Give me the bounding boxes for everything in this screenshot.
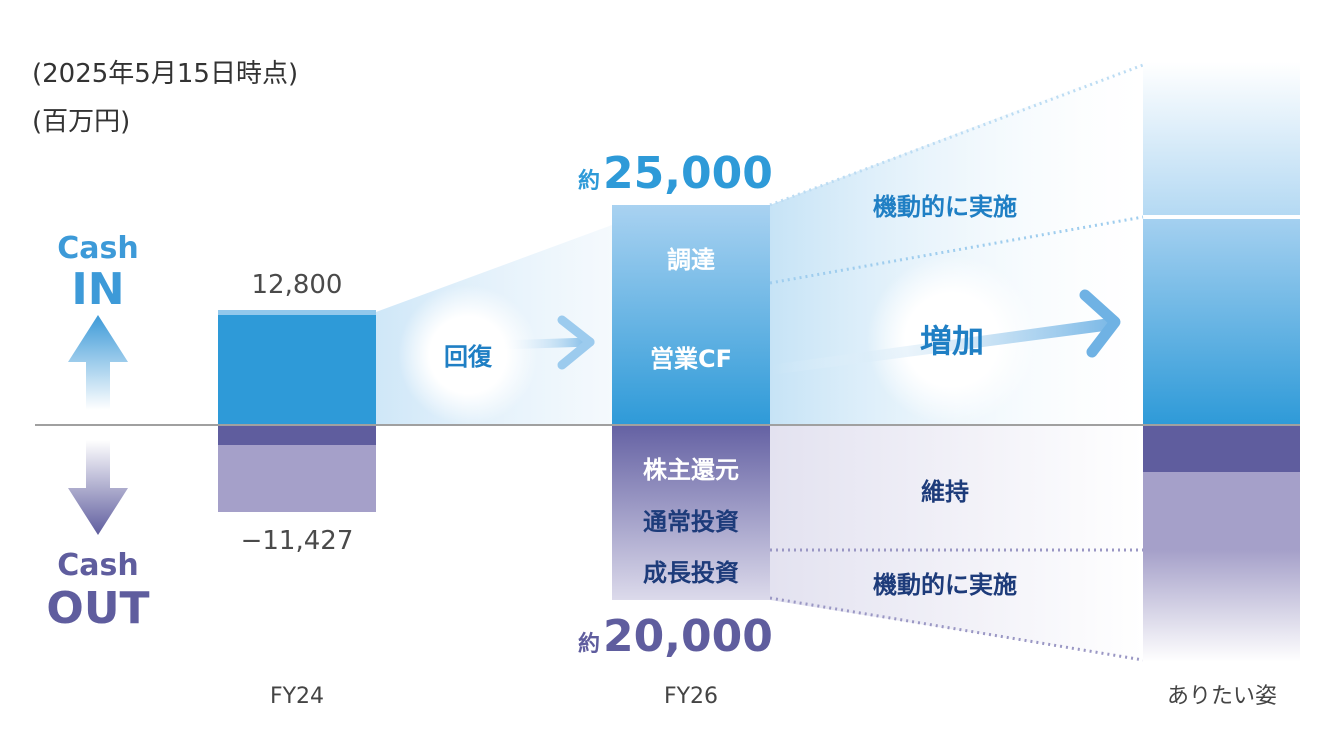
- target-out-bar-flexible: [1143, 550, 1300, 662]
- axis-label-fy24: FY24: [270, 684, 324, 709]
- cash-out-label-1: Cash: [57, 548, 138, 583]
- fy26-out-item-growth-investment: 成長投資: [643, 559, 739, 587]
- fy24-in-bar-top: [218, 310, 376, 315]
- dotted-guide: [769, 63, 1144, 207]
- cash-out-label-2: OUT: [46, 583, 149, 634]
- cash-out-arrow-down-icon: [68, 440, 128, 535]
- target-flexible-in-bar: [1143, 62, 1300, 215]
- flexible-out-label: 機動的に実施: [873, 571, 1017, 599]
- axis-label-fy26: FY26: [664, 684, 718, 709]
- cash-in-label-1: Cash: [57, 231, 138, 266]
- unit-note: (百万円): [32, 107, 130, 137]
- fy26-in-bar: [612, 205, 770, 425]
- fy26-out-total: 約20,000: [578, 611, 773, 662]
- target-out-bar-dark: [1143, 425, 1300, 472]
- recovery-glow: [398, 285, 538, 425]
- fy24-in-bar: [218, 315, 376, 425]
- cash-in-arrow-up-icon: [68, 315, 128, 410]
- outflow-fan: [770, 425, 1143, 660]
- cash-in-label-2: IN: [71, 264, 124, 315]
- fy26-in-item-operating-cf: 営業CF: [650, 345, 732, 373]
- fy24-out-value: −11,427: [241, 526, 354, 556]
- increase-arrow: [770, 289, 1121, 375]
- fy26-in-item-funding: 調達: [667, 246, 715, 274]
- fy24-out-bar-light: [218, 445, 376, 512]
- target-in-bar: [1143, 219, 1300, 425]
- recovery-arrow: [495, 315, 595, 370]
- target-out-bar-light: [1143, 472, 1300, 550]
- fy26-out-item-regular-investment: 通常投資: [643, 508, 739, 536]
- fy26-in-total: 約25,000: [578, 148, 773, 199]
- maintain-label: 維持: [921, 478, 969, 506]
- fy26-out-item-shareholder-return: 株主還元: [643, 456, 739, 484]
- fy26-out-bar: [612, 425, 770, 600]
- increase-label: 増加: [920, 322, 984, 360]
- fy24-in-value: 12,800: [252, 270, 343, 300]
- fy24-out-bar-dark: [218, 425, 376, 445]
- as-of-date-note: (2025年5月15日時点): [32, 59, 298, 89]
- recovery-label: 回復: [444, 343, 493, 371]
- axis-label-target: ありたい姿: [1167, 684, 1277, 709]
- flexible-in-label: 機動的に実施: [873, 193, 1017, 221]
